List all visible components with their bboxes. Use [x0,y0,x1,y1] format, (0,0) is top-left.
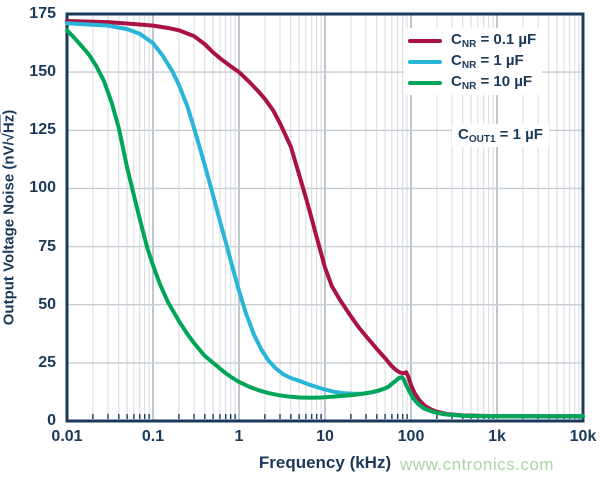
sqrt-radical: √ [0,133,18,142]
y-tick-label: 50 [38,296,56,313]
watermark: www.cntronics.com [400,455,554,474]
x-tick-label: 0.01 [51,428,83,445]
legend-item-cnr-1uf: CNR = 1 µF [408,51,536,72]
x-tick-label: 10k [569,428,597,445]
y-tick-label: 125 [29,121,56,138]
x-tick-label: 10 [316,428,334,445]
x-axis-label: Frequency (kHz) [258,453,392,472]
x-tick-label: 100 [397,428,425,445]
legend-label: CNR = 0.1 µF [451,31,537,50]
y-tick-label: 0 [47,412,56,429]
y-tick-label: 25 [38,354,56,371]
y-tick-label: 75 [38,238,56,255]
y-tick-label: 150 [29,63,56,80]
cout1-annotation: COUT1 = 1 µF [452,124,549,147]
y-tick-label: 100 [29,179,56,196]
legend-swatch-green [408,80,442,85]
legend-swatch-cyan [408,59,442,64]
legend: CNR = 0.1 µF CNR = 1 µF CNR = 10 µF [404,28,543,95]
legend-label: CNR = 10 µF [451,73,533,92]
y-tick-label: 175 [29,5,56,22]
legend-swatch-red [408,38,442,43]
x-tick-label: 1k [488,428,506,445]
legend-label: CNR = 1 µF [451,52,524,71]
y-axis-label: Output Voltage Noise (nV/√Hz) [0,109,18,326]
x-tick-label: 1 [234,428,244,445]
legend-item-cnr-0_1uf: CNR = 0.1 µF [408,30,536,51]
legend-item-cnr-10uf: CNR = 10 µF [408,72,536,93]
x-tick-label: 0.1 [141,428,165,445]
